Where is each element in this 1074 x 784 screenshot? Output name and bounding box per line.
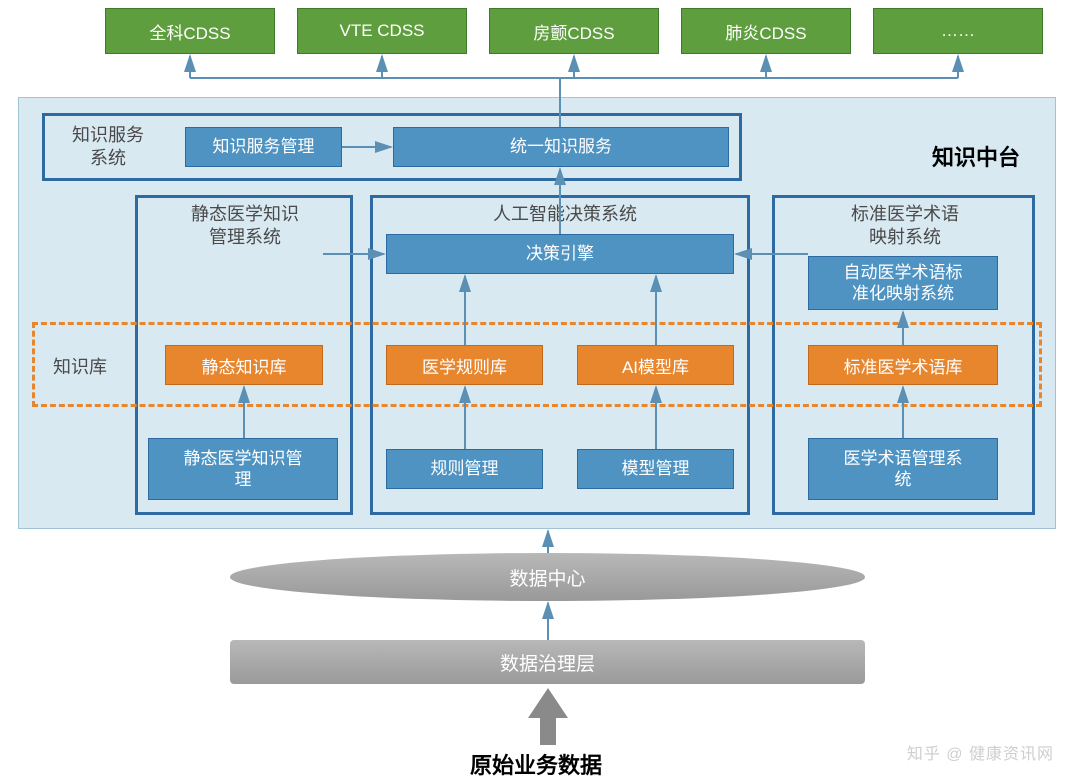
decision-engine: 决策引擎 — [386, 234, 734, 274]
platform-title: 知识中台 — [932, 140, 1020, 172]
app-label: 肺炎CDSS — [725, 19, 806, 44]
box-text: 医学术语管理系 统 — [844, 448, 963, 491]
ai-decision-label: 人工智能决策系统 — [480, 203, 650, 226]
app-label: 房颤CDSS — [533, 19, 614, 44]
data-governance: 数据治理层 — [230, 640, 865, 684]
raw-data-label: 原始业务数据 — [470, 748, 602, 780]
box-text: 统一知识服务 — [510, 136, 612, 157]
app-box-3: 房颤CDSS — [489, 8, 659, 54]
kb-dashed-outline — [32, 322, 1042, 407]
app-box-4: 肺炎CDSS — [681, 8, 851, 54]
kb-dashed-label: 知识库 — [53, 353, 107, 379]
app-label: …… — [941, 21, 975, 41]
app-box-2: VTE CDSS — [297, 8, 467, 54]
knowledge-service-mgmt: 知识服务管理 — [185, 127, 342, 167]
app-label: 全科CDSS — [149, 19, 230, 44]
box-text: 数据治理层 — [500, 649, 595, 676]
static-knowledge-mgmt: 静态医学知识管 理 — [148, 438, 338, 500]
static-knowledge-label: 静态医学知识 管理系统 — [180, 203, 310, 250]
app-box-1: 全科CDSS — [105, 8, 275, 54]
box-text: 数据中心 — [509, 564, 585, 591]
app-label: VTE CDSS — [339, 21, 424, 41]
unified-knowledge-service: 统一知识服务 — [393, 127, 729, 167]
terminology-label: 标准医学术语 映射系统 — [835, 203, 975, 250]
box-text: 静态医学知识管 理 — [184, 448, 303, 491]
model-mgmt: 模型管理 — [577, 449, 734, 489]
terminology-mgmt: 医学术语管理系 统 — [808, 438, 998, 500]
box-text: 模型管理 — [622, 458, 690, 479]
knowledge-service-label: 知识服务 系统 — [53, 124, 163, 171]
auto-terminology-mapping: 自动医学术语标 准化映射系统 — [808, 256, 998, 310]
app-box-5: …… — [873, 8, 1043, 54]
box-text: 决策引擎 — [526, 243, 594, 264]
data-center: 数据中心 — [230, 553, 865, 601]
watermark: 知乎 @ 健康资讯网 — [907, 740, 1054, 764]
rule-mgmt: 规则管理 — [386, 449, 543, 489]
box-text: 自动医学术语标 准化映射系统 — [844, 262, 963, 305]
box-text: 知识服务管理 — [213, 136, 315, 157]
box-text: 规则管理 — [431, 458, 499, 479]
